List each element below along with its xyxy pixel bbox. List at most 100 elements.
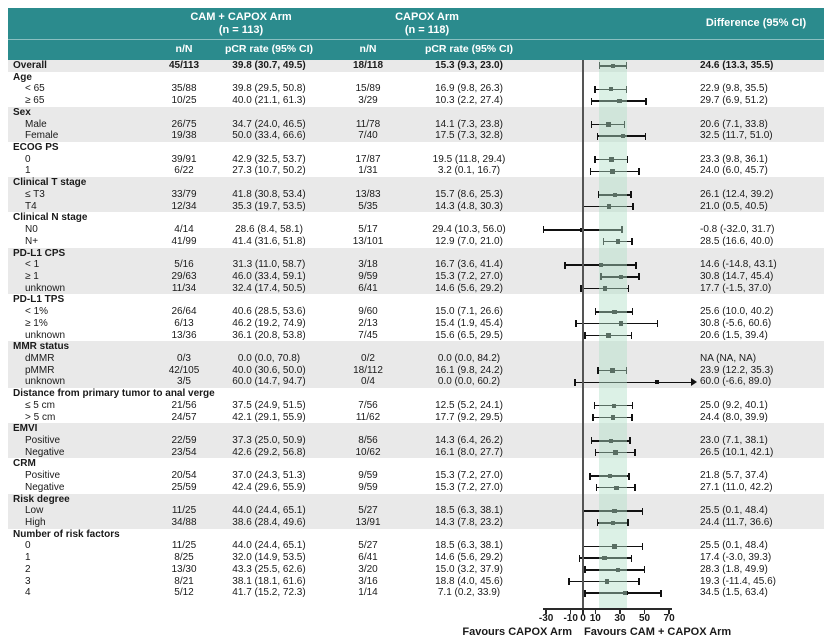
section-header-row: Age: [8, 72, 824, 84]
row-label: dMMR: [25, 352, 55, 364]
capox-nN-cell: 11/62: [355, 411, 381, 423]
capox-nN-cell: 13/101: [352, 235, 384, 247]
forest-plot-cell: [528, 107, 688, 119]
ci-cap-left: [568, 577, 570, 585]
forest-plot-cell: [528, 165, 688, 177]
col-header-arm2-rate: pCR rate (95% CI): [424, 43, 514, 55]
cam-rate-cell: 42.9 (32.5, 53.7): [232, 153, 306, 165]
ci-cap-left: [589, 167, 592, 175]
ci-bar: [590, 170, 640, 173]
difference-cell: 26.1 (12.4, 39.2): [700, 188, 774, 200]
forest-plot-cell: [528, 341, 688, 353]
capox-nN-cell: 5/27: [358, 505, 378, 517]
row-label: Negative: [25, 481, 65, 493]
row-label: Number of risk factors: [13, 528, 120, 540]
cam-rate-cell: 42.1 (29.1, 55.9): [232, 411, 306, 423]
cam-nN-cell: 11/25: [171, 505, 197, 517]
difference-cell: NA (NA, NA): [700, 352, 757, 364]
forest-plot-cell: [528, 212, 688, 224]
section-header-row: Number of risk factors: [8, 529, 824, 541]
cam-nN-cell: 25/59: [171, 481, 197, 493]
table-row: 3 8/21 38.1 (18.1, 61.6) 3/16 18.8 (4.0, 45.…: [8, 576, 824, 588]
ci-cap-right: [625, 62, 628, 70]
ci-cap-right: [631, 238, 633, 246]
difference-cell: 20.6 (7.1, 33.8): [700, 118, 768, 130]
capox-rate-cell: 18.5 (6.3, 38.1): [435, 540, 503, 552]
cam-nN-cell: 19/38: [171, 130, 197, 142]
cam-nN-cell: 23/54: [171, 446, 197, 458]
cam-rate-cell: 39.8 (30.7, 49.5): [232, 60, 306, 71]
point-estimate-marker: [612, 192, 618, 197]
ci-cap-right: [621, 226, 623, 234]
table-row: < 1 5/16 31.3 (11.0, 58.7) 3/18 16.7 (3.6, 4…: [8, 259, 824, 271]
ci-cap-right: [629, 437, 631, 445]
ci-arrow-right: [691, 378, 698, 387]
point-estimate-marker: [612, 544, 617, 549]
cam-nN-cell: 4/14: [174, 224, 194, 236]
forest-plot-cell: [528, 95, 688, 107]
difference-cell: 30.8 (14.7, 45.4): [700, 270, 774, 282]
table-row: pMMR 42/105 40.0 (30.6, 50.0) 18/112 16.1 (9…: [8, 364, 824, 377]
arm2-n: (n = 118): [404, 24, 450, 36]
ci-bar: [585, 569, 645, 571]
row-label: 1: [25, 165, 31, 177]
row-label: Risk degree: [13, 493, 70, 505]
forest-plot-cell: [528, 423, 688, 435]
cam-nN-cell: 12/34: [171, 200, 197, 212]
row-label: Positive: [25, 470, 61, 482]
capox-rate-cell: 0.0 (0.0, 84.2): [437, 352, 501, 364]
cam-rate-cell: 39.8 (29.5, 50.8): [232, 83, 306, 95]
capox-rate-cell: 15.7 (8.6, 25.3): [435, 188, 503, 200]
capox-rate-cell: 18.8 (4.0, 45.6): [435, 575, 503, 587]
ci-cap-left: [595, 484, 598, 492]
table-row: Negative 25/59 42.4 (29.6, 55.9) 9/59 15.3 (…: [8, 482, 824, 494]
capox-rate-cell: 16.7 (3.6, 41.4): [435, 259, 503, 271]
cam-nN-cell: 0/3: [177, 352, 191, 364]
capox-nN-cell: 6/41: [358, 552, 378, 564]
capox-nN-cell: 7/40: [358, 130, 378, 142]
capox-nN-cell: 17/87: [355, 153, 381, 165]
x-axis-tick-label: 30: [614, 613, 626, 624]
point-estimate-marker: [611, 63, 616, 69]
section-header-row: MMR status: [8, 341, 824, 353]
ci-cap-left: [582, 202, 585, 210]
row-label: < 65: [25, 83, 45, 95]
cam-rate-cell: 32.0 (14.9, 53.5): [232, 552, 306, 564]
ci-cap-right: [645, 97, 647, 105]
row-label: < 1: [25, 259, 40, 271]
row-label: Age: [13, 71, 32, 83]
forest-plot-cell: [528, 353, 688, 365]
row-label: Overall: [13, 60, 47, 71]
forest-plot-cell: [528, 494, 688, 506]
ci-cap-right: [627, 519, 629, 527]
cam-nN-cell: 13/30: [171, 563, 197, 575]
row-label: ≤ 5 cm: [25, 399, 55, 411]
forest-plot-cell: [528, 154, 688, 166]
difference-cell: 25.5 (0.1, 48.4): [700, 540, 768, 552]
ci-cap-right: [630, 554, 633, 562]
forest-plot-cell: [528, 435, 688, 447]
section-header-row: PD-L1 TPS: [8, 294, 824, 306]
capox-nN-cell: 7/56: [358, 399, 378, 411]
ci-bar: [574, 381, 692, 384]
table-row: High 34/88 38.6 (28.4, 49.6) 13/91 14.3 (7.8…: [8, 517, 824, 529]
cam-rate-cell: 41.4 (31.6, 51.8): [232, 235, 306, 247]
cam-nN-cell: 22/59: [171, 435, 197, 446]
col-header-arm1-rate: pCR rate (95% CI): [224, 43, 314, 55]
forest-plot-cell: [528, 447, 688, 459]
ci-cap-left: [575, 320, 577, 328]
capox-nN-cell: 9/59: [358, 270, 378, 282]
point-estimate-marker: [608, 87, 614, 92]
cam-nN-cell: 8/25: [174, 552, 194, 564]
arm1-header: CAM + CAPOX Arm (n = 113): [156, 11, 326, 37]
capox-nN-cell: 8/56: [358, 435, 378, 446]
cam-nN-cell: 26/75: [171, 118, 197, 130]
ci-cap-left: [597, 191, 599, 199]
capox-rate-cell: 16.1 (8.0, 27.7): [435, 446, 503, 458]
capox-rate-cell: 15.3 (7.2, 27.0): [435, 270, 503, 282]
cam-nN-cell: 20/54: [171, 470, 197, 482]
row-label: Low: [25, 505, 44, 517]
cam-nN-cell: 5/16: [174, 259, 194, 271]
capox-rate-cell: 15.3 (7.2, 27.0): [435, 470, 503, 482]
cam-rate-cell: 41.8 (30.8, 53.4): [232, 188, 306, 200]
